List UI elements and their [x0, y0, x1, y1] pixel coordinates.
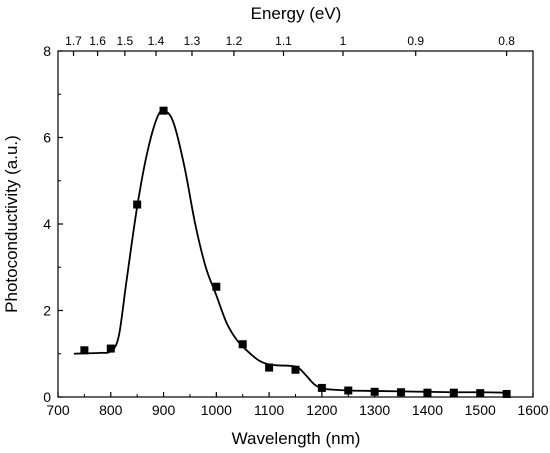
data-point — [370, 387, 379, 396]
top-tick-label: 1.2 — [226, 34, 243, 48]
data-point — [238, 340, 247, 349]
x-tick-label: 1200 — [306, 402, 337, 418]
top-tick-label: 1 — [340, 34, 347, 48]
top-tick-label: 0.9 — [407, 34, 424, 48]
data-point — [265, 363, 274, 372]
x-tick-label: 900 — [152, 402, 176, 418]
data-point — [212, 282, 221, 291]
x-tick-label: 1100 — [254, 402, 284, 418]
data-point — [502, 389, 511, 398]
data-point — [159, 106, 168, 115]
top-tick-label: 1.6 — [89, 34, 106, 48]
data-point — [106, 344, 115, 353]
y-tick-label: 0 — [43, 389, 51, 405]
data-point — [317, 383, 326, 392]
top-tick-label: 1.3 — [184, 34, 201, 48]
y-tick-label: 8 — [43, 43, 51, 59]
top-tick-label: 1.4 — [148, 34, 165, 48]
plot-frame — [57, 50, 534, 398]
data-point — [476, 389, 485, 398]
labels-layer: Energy (eV) Wavelength (nm) Photoconduct… — [2, 4, 360, 448]
data-point — [291, 365, 300, 374]
fit-curve-layer — [73, 109, 507, 394]
data-point — [133, 200, 142, 209]
data-point — [80, 346, 89, 355]
data-point — [397, 388, 406, 397]
top-tick-label: 1.5 — [117, 34, 134, 48]
top-axis-title: Energy (eV) — [251, 4, 342, 23]
x-tick-label: 800 — [99, 402, 123, 418]
x-tick-label: 1000 — [201, 402, 232, 418]
top-tick-label: 0.8 — [498, 34, 515, 48]
x-tick-label: 1600 — [517, 402, 548, 418]
y-tick-label: 4 — [43, 216, 51, 232]
top-tick-label: 1.1 — [275, 34, 292, 48]
data-point — [449, 388, 458, 397]
y-tick-label: 2 — [43, 303, 51, 319]
top-tick-label: 1.7 — [65, 34, 82, 48]
y-tick-label: 6 — [43, 130, 51, 146]
data-points-layer — [80, 106, 511, 398]
x-axis-title: Wavelength (nm) — [232, 429, 361, 448]
x-tick-label: 1500 — [465, 402, 496, 418]
y-axis-title: Photoconductivity (a.u.) — [2, 135, 21, 313]
axes: 700 800 900 1000 1100 1200 1300 1400 1500 1600 0 2 4… — [43, 34, 549, 418]
data-point — [344, 386, 353, 395]
x-tick-label: 1300 — [359, 402, 390, 418]
data-point — [423, 388, 432, 397]
x-tick-label: 700 — [46, 402, 70, 418]
fit-curve — [73, 109, 507, 394]
x-tick-label: 1400 — [412, 402, 443, 418]
